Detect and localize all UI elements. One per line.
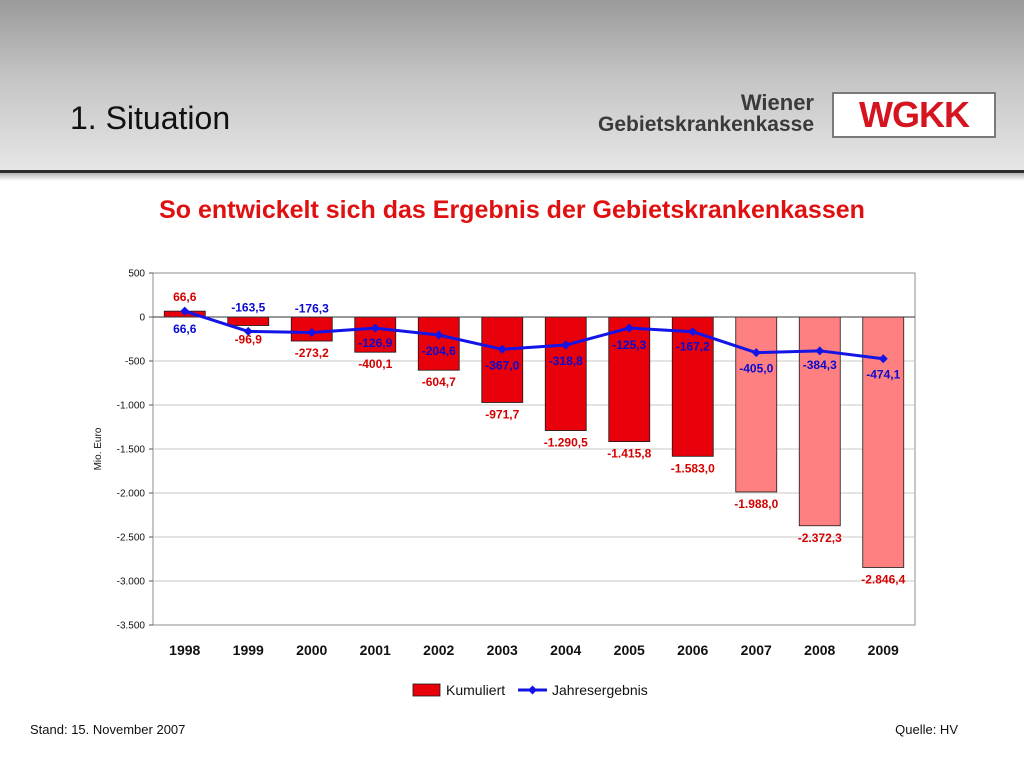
y-axis-title: Mio. Euro (93, 427, 104, 470)
line-value-label-2005: -125,3 (612, 338, 646, 352)
y-tick-label: -3.000 (117, 577, 146, 588)
line-value-label-2003: -367,0 (485, 358, 519, 372)
line-value-label-2006: -167,2 (676, 340, 710, 354)
bar-value-label-1999: -96,9 (235, 333, 263, 347)
organization-name-line2: Gebietskrankenkasse (598, 113, 814, 136)
line-value-label-2007: -405,0 (739, 362, 773, 376)
line-value-label-2002: -204,6 (422, 344, 456, 358)
bar-value-label-2009: -2.846,4 (861, 572, 905, 586)
x-tick-label-2005: 2005 (614, 642, 645, 658)
line-marker-2006 (688, 327, 698, 337)
line-marker-2001 (370, 323, 380, 333)
x-tick-label-2006: 2006 (677, 642, 708, 658)
legend-swatch-kumuliert (412, 683, 441, 697)
bar-value-label-2004: -1.290,5 (544, 436, 588, 450)
line-marker-2004 (561, 340, 571, 350)
bar-2003 (481, 316, 524, 403)
line-value-label-2000: -176,3 (295, 302, 329, 316)
legend-marker-jahresergebnis (528, 685, 537, 695)
line-marker-1998 (180, 306, 190, 316)
x-tick-label-2000: 2000 (296, 642, 327, 658)
x-tick-label-2004: 2004 (550, 642, 581, 658)
line-marker-1999 (243, 326, 253, 336)
chart-legend: Kumuliert Jahresergebnis (412, 682, 648, 698)
line-jahresergebnis (184, 309, 884, 361)
footer-source: Quelle: HV (895, 722, 958, 737)
line-marker-2002 (434, 330, 444, 340)
line-value-label-1998: 66,6 (173, 322, 197, 336)
bar-2007 (735, 316, 778, 493)
wgkk-logo-mark: WGKK (859, 94, 970, 135)
bar-1999 (227, 316, 270, 326)
legend-label-kumuliert: Kumuliert (446, 682, 505, 698)
bar-2006 (671, 316, 714, 457)
y-tick-label: -500 (125, 357, 145, 368)
footer-date: Stand: 15. November 2007 (30, 722, 186, 737)
bar-value-label-2000: -273,2 (295, 346, 329, 360)
x-tick-label-2007: 2007 (741, 642, 772, 658)
x-tick-label-2003: 2003 (487, 642, 518, 658)
line-value-label-2001: -126,9 (358, 336, 392, 350)
bar-2002 (417, 316, 460, 371)
chart-title: So entwickelt sich das Ergebnis der Gebi… (159, 196, 865, 224)
wgkk-logo: WGKK (832, 92, 996, 138)
x-tick-label-2008: 2008 (804, 642, 835, 658)
line-marker-2009 (878, 354, 888, 364)
bar-value-label-2008: -2.372,3 (798, 531, 842, 545)
organization-name-line1: Wiener (740, 90, 814, 115)
bar-value-label-2003: -971,7 (485, 408, 519, 422)
bar-2004 (544, 316, 587, 431)
y-tick-label: -1.500 (117, 445, 146, 456)
line-marker-2007 (751, 348, 761, 358)
bar-value-label-2001: -400,1 (358, 357, 392, 371)
bar-2005 (608, 316, 651, 442)
header-shadow (0, 173, 1024, 181)
line-value-label-2008: -384,3 (803, 358, 837, 372)
line-marker-2005 (624, 323, 634, 333)
y-tick-label: -3.500 (117, 621, 146, 632)
line-marker-2003 (497, 344, 507, 354)
legend-label-jahresergebnis: Jahresergebnis (552, 682, 648, 698)
line-marker-2000 (307, 328, 317, 338)
bar-value-label-2002: -604,7 (422, 375, 456, 389)
y-tick-label: -1.000 (117, 401, 146, 412)
y-tick-label: -2.500 (117, 533, 146, 544)
y-tick-label: 500 (128, 269, 145, 280)
x-tick-label-1998: 1998 (169, 642, 200, 658)
bar-value-label-2007: -1.988,0 (734, 497, 778, 511)
x-tick-label-2002: 2002 (423, 642, 454, 658)
line-value-label-2009: -474,1 (866, 368, 900, 382)
line-marker-2008 (815, 346, 825, 356)
line-value-label-2004: -318,8 (549, 354, 583, 368)
organization-name: Wiener Gebietskrankenkasse (598, 92, 814, 136)
x-tick-label-2001: 2001 (360, 642, 391, 658)
bar-value-label-1998: 66,6 (173, 290, 197, 304)
slide-header (0, 0, 1024, 170)
bar-value-label-2005: -1.415,8 (607, 447, 651, 461)
y-tick-label: 0 (139, 313, 145, 324)
x-tick-label-2009: 2009 (868, 642, 899, 658)
slide-title: 1. Situation (70, 100, 231, 136)
y-tick-label: -2.000 (117, 489, 146, 500)
bar-value-label-2006: -1.583,0 (671, 461, 715, 475)
x-tick-label-1999: 1999 (233, 642, 264, 658)
header-divider (0, 170, 1024, 173)
line-value-label-1999: -163,5 (231, 300, 265, 314)
